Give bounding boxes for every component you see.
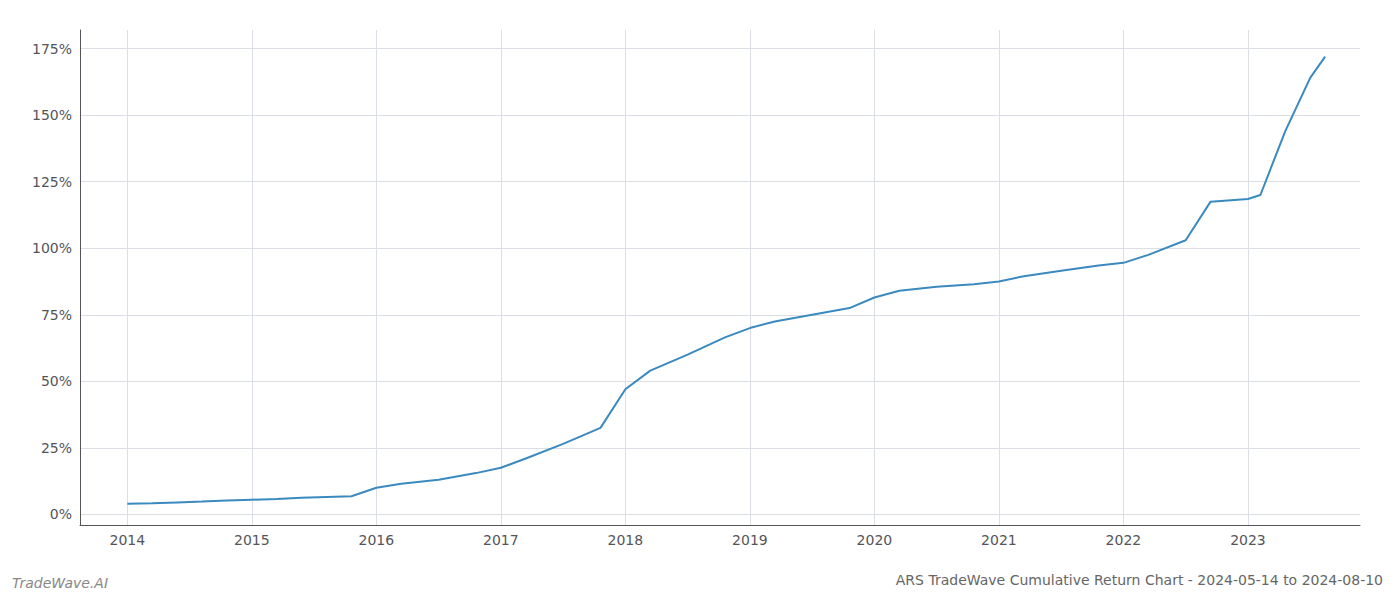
svg-text:2014: 2014 bbox=[109, 532, 145, 548]
svg-text:2022: 2022 bbox=[1106, 532, 1142, 548]
svg-text:2018: 2018 bbox=[608, 532, 644, 548]
svg-text:100%: 100% bbox=[32, 240, 72, 256]
svg-text:125%: 125% bbox=[32, 174, 72, 190]
svg-text:0%: 0% bbox=[50, 506, 72, 522]
svg-text:25%: 25% bbox=[41, 440, 72, 456]
svg-text:2019: 2019 bbox=[732, 532, 768, 548]
svg-text:TradeWave.AI: TradeWave.AI bbox=[12, 575, 108, 591]
svg-text:2020: 2020 bbox=[857, 532, 893, 548]
svg-text:50%: 50% bbox=[41, 373, 72, 389]
svg-text:2023: 2023 bbox=[1230, 532, 1266, 548]
svg-text:150%: 150% bbox=[32, 107, 72, 123]
svg-text:75%: 75% bbox=[41, 307, 72, 323]
svg-text:2015: 2015 bbox=[234, 532, 270, 548]
svg-text:ARS TradeWave Cumulative Retur: ARS TradeWave Cumulative Return Chart - … bbox=[896, 572, 1383, 588]
svg-text:2017: 2017 bbox=[483, 532, 519, 548]
svg-text:175%: 175% bbox=[32, 41, 72, 57]
svg-text:2021: 2021 bbox=[981, 532, 1017, 548]
svg-text:2016: 2016 bbox=[359, 532, 395, 548]
